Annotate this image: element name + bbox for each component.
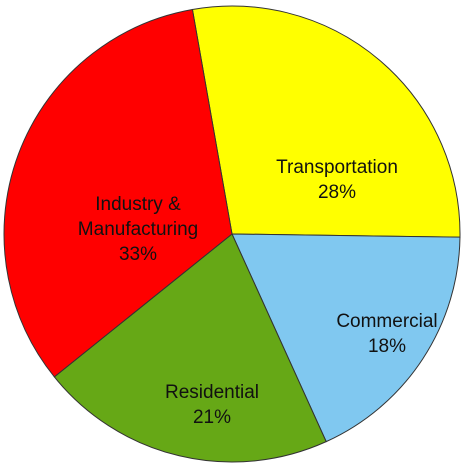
slice-label: Industry & Manufacturing 33% <box>63 192 213 267</box>
slice-label: Residential 21% <box>127 380 297 430</box>
category-label: Transportation <box>276 157 398 178</box>
value-label: 21% <box>192 407 232 428</box>
slice-label: Transportation 28% <box>252 155 422 205</box>
category-label: Residential <box>165 382 259 403</box>
pie-slice <box>3 8 233 378</box>
slice-label: Commercial 18% <box>302 309 464 359</box>
pie-slice <box>231 233 461 443</box>
category-label: Industry & Manufacturing <box>77 194 199 240</box>
category-label: Commercial <box>336 311 438 332</box>
value-label: 18% <box>367 336 407 357</box>
pie-slice <box>191 5 461 238</box>
value-label: 33% <box>118 244 158 265</box>
pie-slice <box>53 233 327 463</box>
value-label: 28% <box>317 182 357 203</box>
